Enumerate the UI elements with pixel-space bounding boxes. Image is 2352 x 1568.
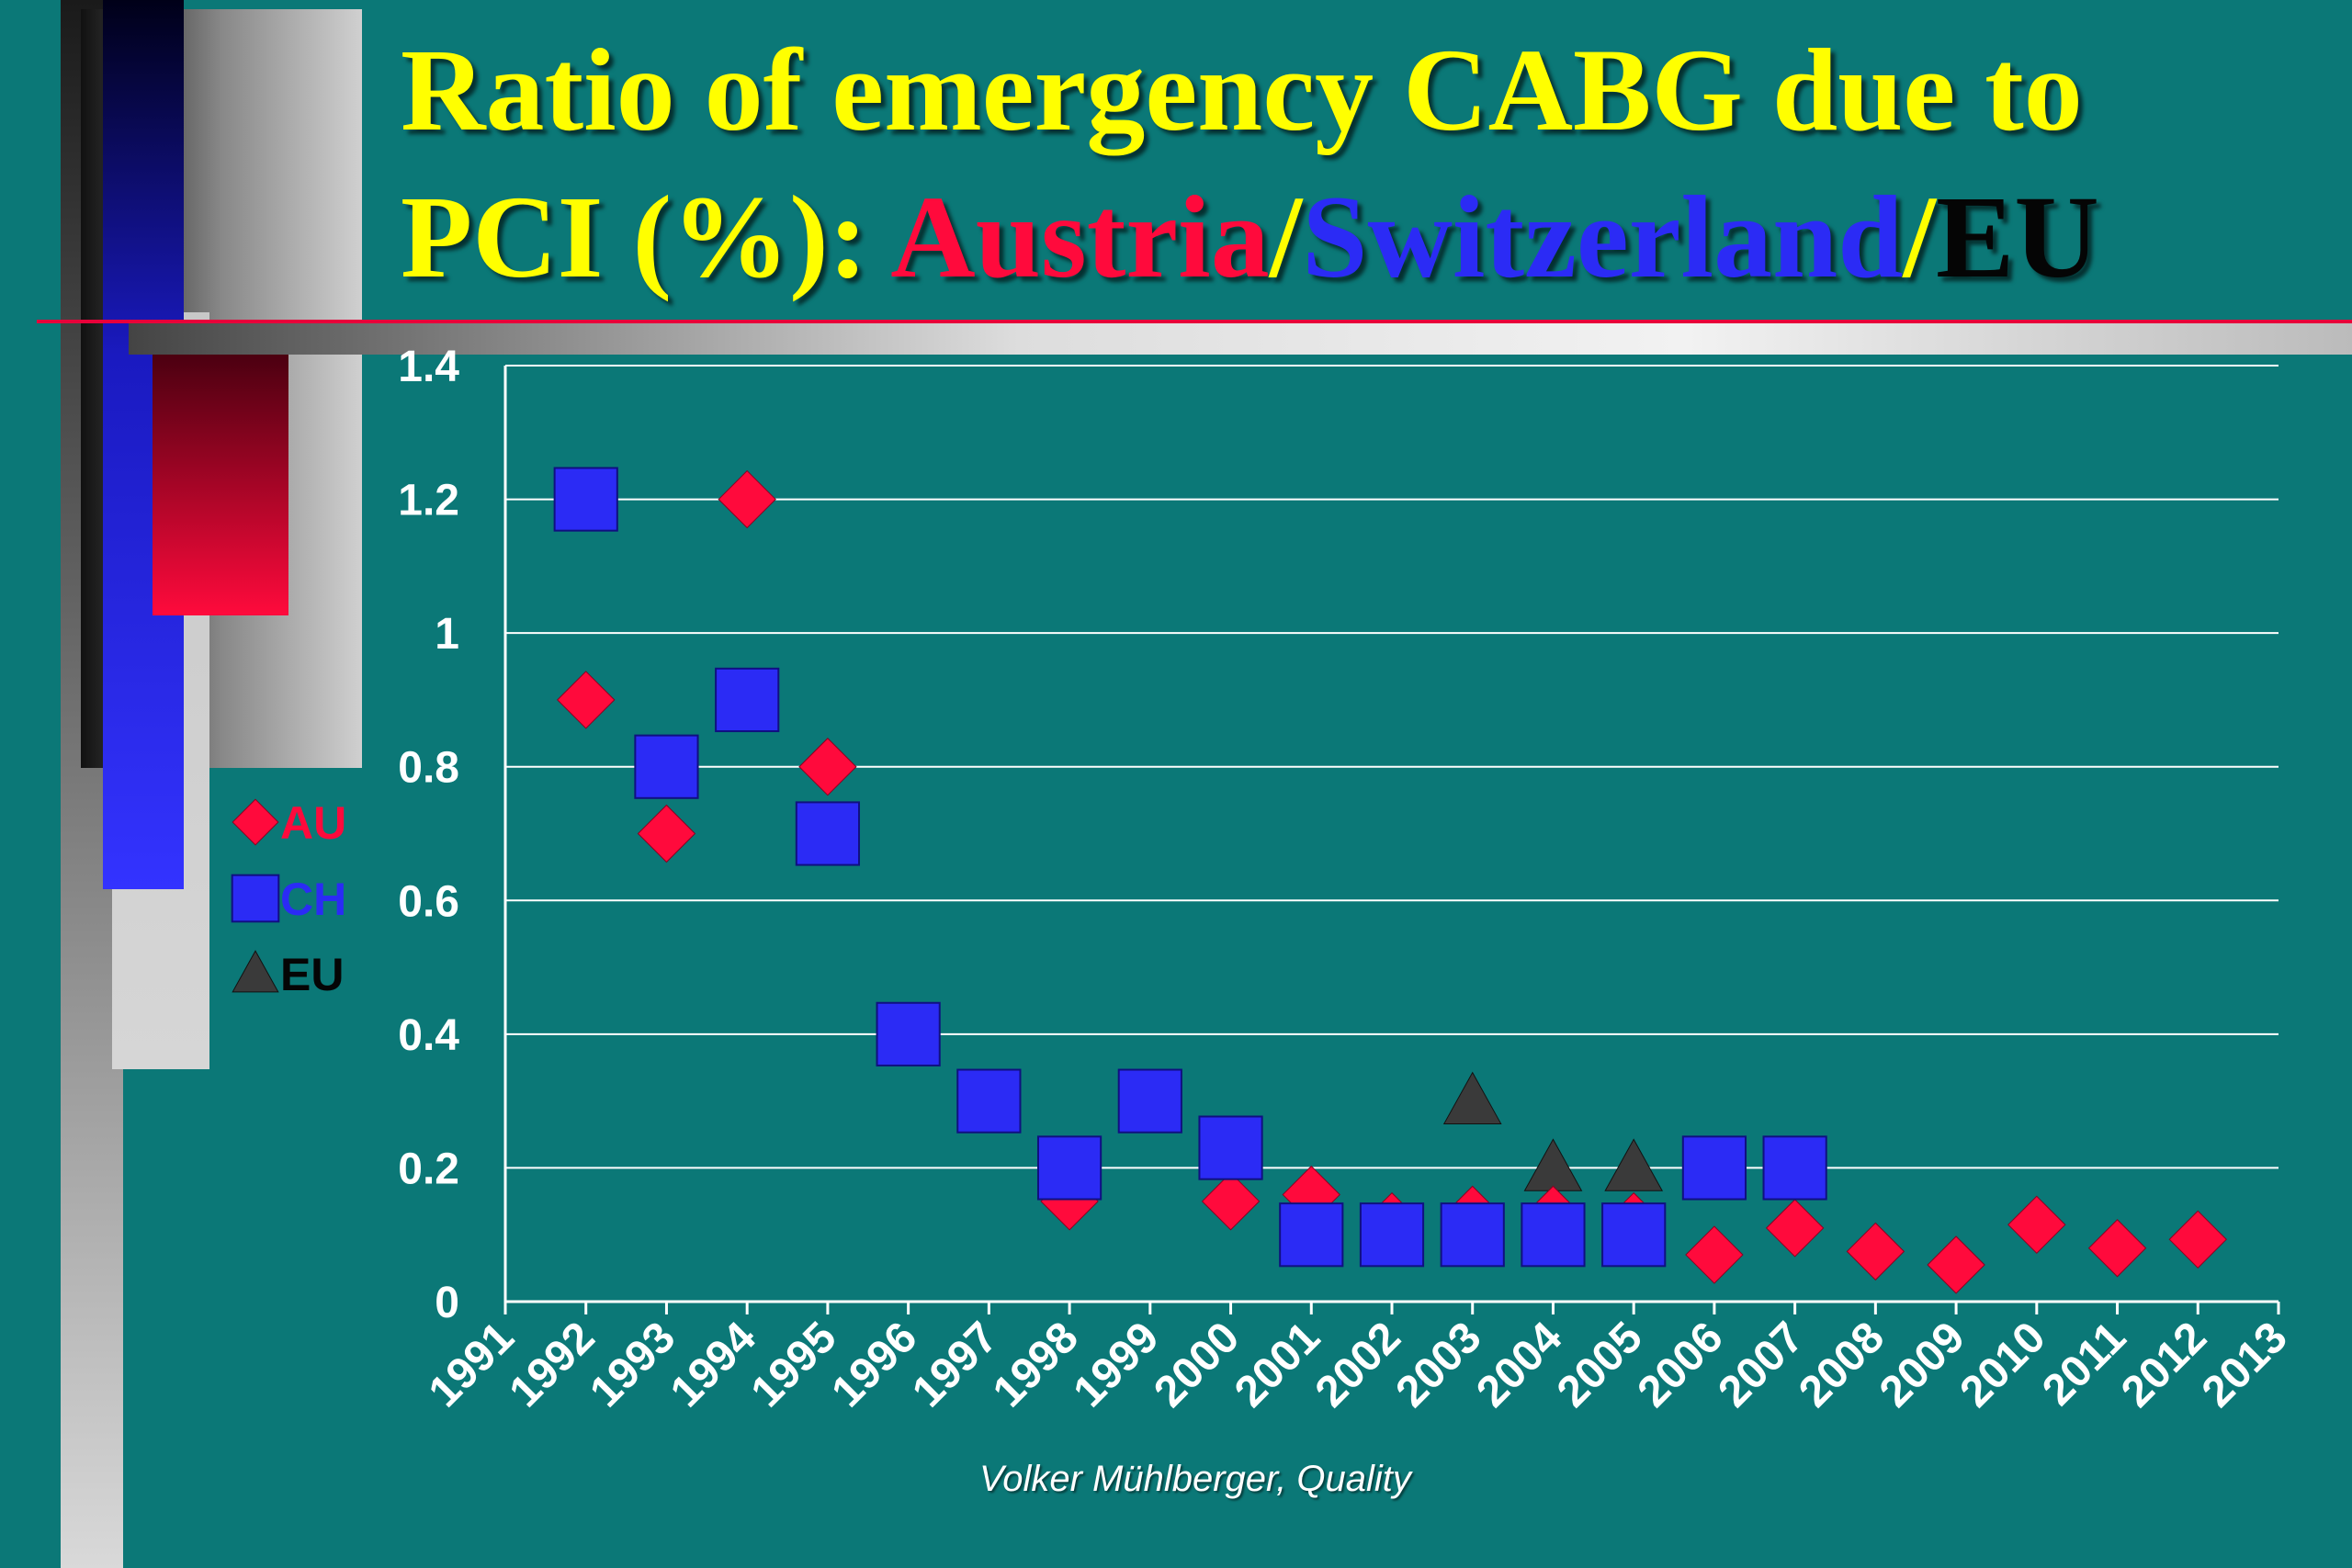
decor-red-line bbox=[37, 320, 2352, 323]
au-point bbox=[1765, 1199, 1825, 1258]
x-tick-label: 2007 bbox=[1709, 1313, 1813, 1416]
axes bbox=[503, 366, 2280, 1314]
ch-point bbox=[956, 1068, 1022, 1134]
decor-red-block bbox=[153, 353, 288, 615]
slide-title: Ratio of emergency CABG due to PCI (%): … bbox=[401, 17, 2330, 310]
y-tick-label: 1.4 bbox=[398, 343, 459, 391]
legend-label-ch: CH bbox=[280, 874, 346, 925]
y-tick-label: 0.6 bbox=[398, 877, 459, 926]
x-tick-label: 2012 bbox=[2112, 1313, 2216, 1416]
au-point bbox=[718, 469, 776, 529]
ch-point bbox=[1681, 1135, 1747, 1201]
x-tick-label: 2001 bbox=[1226, 1313, 1329, 1416]
x-tick-label: 2010 bbox=[1951, 1313, 2055, 1416]
au-point bbox=[798, 738, 857, 796]
eu-point bbox=[1523, 1138, 1583, 1191]
data-points bbox=[553, 467, 2227, 1294]
ch-point bbox=[1601, 1202, 1667, 1268]
x-tick-label: 2003 bbox=[1387, 1313, 1491, 1416]
ch-point bbox=[1521, 1202, 1586, 1268]
eu-point bbox=[1442, 1071, 1502, 1124]
y-tick-label: 1 bbox=[435, 610, 459, 659]
x-tick-label: 1997 bbox=[903, 1313, 1007, 1416]
title-line1: Ratio of emergency CABG due to bbox=[401, 25, 2083, 155]
ch-point bbox=[1036, 1135, 1102, 1201]
x-tick-label: 1993 bbox=[581, 1313, 684, 1416]
y-tick-labels: 0 0.2 0.4 0.6 0.8 1 1.2 1.4 bbox=[398, 343, 459, 1327]
au-point bbox=[2087, 1219, 2147, 1278]
y-tick-label: 0.8 bbox=[398, 744, 459, 793]
ch-point bbox=[795, 801, 861, 866]
title-sep-1: / bbox=[1269, 172, 1303, 302]
au-point bbox=[557, 671, 616, 729]
x-tick-label: 2008 bbox=[1790, 1313, 1894, 1416]
au-point bbox=[1846, 1222, 1905, 1281]
x-tick-label: 1995 bbox=[742, 1313, 846, 1416]
x-tick-labels: 1991199219931994199519961997199819992000… bbox=[420, 1313, 2297, 1416]
au-point bbox=[1685, 1225, 1744, 1284]
ch-point bbox=[1198, 1115, 1263, 1180]
x-tick-label: 2006 bbox=[1629, 1313, 1733, 1416]
ch-point bbox=[1762, 1135, 1827, 1201]
ch-point bbox=[876, 1001, 941, 1066]
ch-point bbox=[1359, 1202, 1425, 1268]
y-tick-label: 0.2 bbox=[398, 1145, 459, 1193]
ch-point bbox=[1279, 1202, 1344, 1268]
gridlines bbox=[505, 365, 2278, 1169]
legend-marker-eu bbox=[232, 950, 279, 993]
x-tick-label: 1994 bbox=[662, 1313, 765, 1416]
x-tick-label: 2005 bbox=[1548, 1313, 1652, 1416]
footer-credit: Volker Mühlberger, Quality bbox=[979, 1459, 1411, 1499]
title-eu: EU bbox=[1936, 172, 2099, 302]
legend-marker-ch bbox=[231, 874, 280, 923]
legend-label-eu: EU bbox=[280, 949, 344, 1000]
eu-point bbox=[1604, 1138, 1664, 1191]
x-tick-label: 2013 bbox=[2193, 1313, 2297, 1416]
au-point bbox=[2168, 1210, 2227, 1269]
au-point bbox=[1927, 1235, 1985, 1294]
ch-point bbox=[715, 667, 780, 733]
title-prefix: PCI (%): bbox=[401, 172, 891, 302]
x-tick-label: 2009 bbox=[1871, 1313, 1974, 1416]
legend: AU CH EU bbox=[231, 797, 346, 1000]
x-tick-label: 1996 bbox=[822, 1313, 926, 1416]
legend-label-au: AU bbox=[280, 797, 346, 849]
y-tick-label: 1.2 bbox=[398, 477, 459, 525]
ch-point bbox=[1117, 1068, 1182, 1134]
au-point bbox=[637, 804, 696, 863]
y-tick-label: 0.4 bbox=[398, 1011, 459, 1060]
au-point bbox=[1201, 1172, 1261, 1231]
legend-marker-au bbox=[232, 798, 279, 846]
ch-point bbox=[1440, 1202, 1505, 1268]
decor-gray-rule bbox=[129, 323, 2352, 355]
ch-point bbox=[553, 467, 618, 532]
x-tick-label: 2002 bbox=[1306, 1313, 1410, 1416]
x-tick-label: 1992 bbox=[501, 1313, 605, 1416]
x-tick-label: 2004 bbox=[1467, 1313, 1571, 1416]
x-tick-label: 2000 bbox=[1145, 1313, 1249, 1416]
y-tick-label: 0 bbox=[435, 1279, 459, 1327]
x-tick-label: 1991 bbox=[420, 1313, 524, 1416]
ch-point bbox=[634, 734, 699, 799]
au-point bbox=[2007, 1195, 2066, 1255]
x-tick-label: 1998 bbox=[984, 1313, 1088, 1416]
x-tick-label: 1999 bbox=[1065, 1313, 1169, 1416]
title-sep-2: / bbox=[1903, 172, 1936, 302]
x-tick-label: 2011 bbox=[2033, 1313, 2135, 1415]
title-austria: Austria bbox=[890, 172, 1270, 302]
title-switzerland: Switzerland bbox=[1302, 172, 1904, 302]
